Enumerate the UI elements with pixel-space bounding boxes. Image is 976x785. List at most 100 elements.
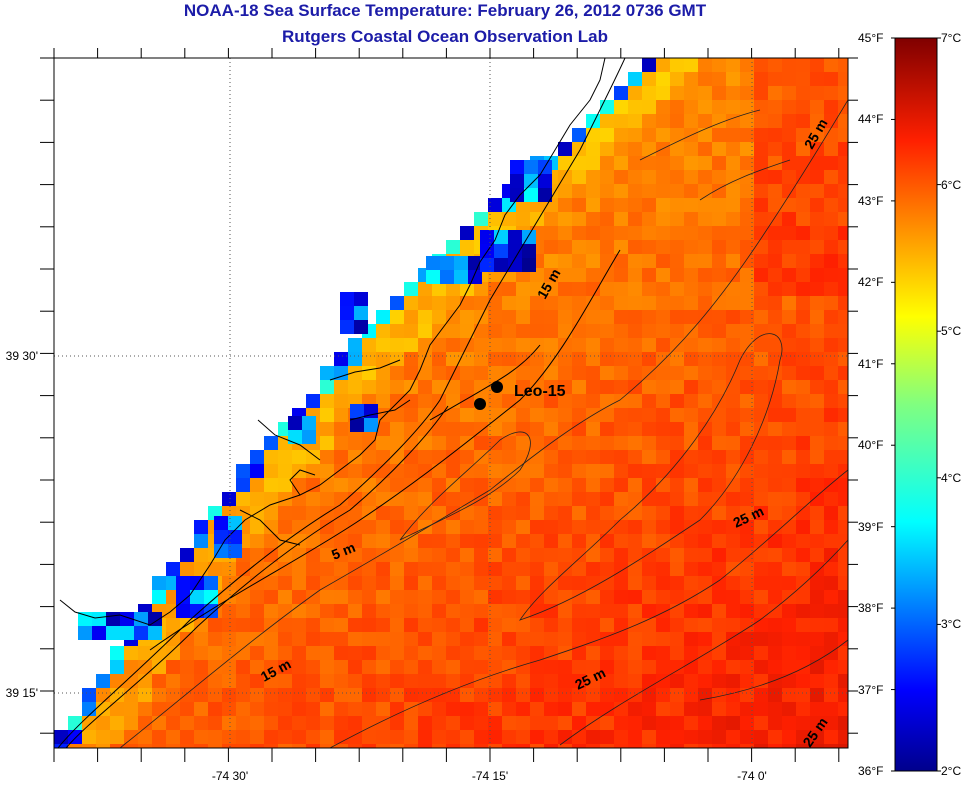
sst-pixel [278,646,292,660]
sst-pixel [586,688,600,702]
sst-pixel [782,366,796,380]
sst-pixel [810,226,824,240]
sst-pixel [488,450,502,464]
sst-pixel [502,212,516,226]
sst-pixel [432,576,446,590]
sst-pixel [698,380,712,394]
sst-pixel [222,716,236,730]
sst-pixel [712,604,726,618]
sst-pixel [628,464,642,478]
sst-pixel [530,352,544,366]
sst-pixel [754,296,768,310]
sst-pixel [446,282,460,296]
sst-pixel [488,324,502,338]
sst-pixel [726,744,740,748]
sst-pixel [838,604,848,618]
sst-pixel [642,324,656,338]
sst-pixel [600,310,614,324]
coastline [57,58,626,748]
sst-pixel [250,450,264,464]
sst-pixel [670,604,684,618]
sst-pixel [614,114,628,128]
sst-pixel [446,702,460,716]
sst-pixel [544,646,558,660]
sst-pixel [264,688,278,702]
sst-pixel [530,324,544,338]
sst-pixel [698,296,712,310]
sst-pixel [390,730,404,744]
sst-pixel [510,160,524,174]
sst-pixel [362,632,376,646]
sst-pixel [670,520,684,534]
sst-pixel [474,282,488,296]
leo15-station: Leo-15 [474,381,566,410]
sst-pixel [656,576,670,590]
sst-pixel [376,688,390,702]
sst-pixel [110,660,124,674]
sst-pixel [250,646,264,660]
sst-pixel [516,534,530,548]
sst-pixel [782,562,796,576]
sst-pixel [586,506,600,520]
sst-pixel [508,244,522,258]
sst-pixel [754,436,768,450]
sst-pixel [782,212,796,226]
sst-pixel [740,660,754,674]
sst-pixel [222,688,236,702]
sst-pixel [278,674,292,688]
sst-pixel [320,450,334,464]
sst-pixel [516,282,530,296]
sst-pixel [796,674,810,688]
sst-pixel [264,464,278,478]
sst-pixel [698,100,712,114]
sst-pixel [614,142,628,156]
sst-pixel [698,464,712,478]
sst-pixel [544,226,558,240]
sst-pixel [838,492,848,506]
sst-pixel [810,268,824,282]
sst-pixel [110,744,124,748]
sst-pixel [614,408,628,422]
sst-pixel [726,408,740,422]
lon-label: -74 0' [737,769,767,783]
sst-pixel [288,416,302,430]
sst-pixel [628,254,642,268]
sst-pixel [460,478,474,492]
sst-pixel [628,352,642,366]
sst-pixel [782,604,796,618]
sst-pixel [418,478,432,492]
sst-pixel [712,100,726,114]
sst-pixel [600,534,614,548]
sst-pixel [82,702,96,716]
sst-pixel [82,716,96,730]
sst-pixel [656,492,670,506]
sst-pixel [670,744,684,748]
sst-pixel [656,86,670,100]
sst-pixel [558,492,572,506]
sst-pixel [572,240,586,254]
sst-pixel [796,590,810,604]
sst-pixel [474,506,488,520]
sst-pixel [824,324,838,338]
sst-pixel [600,660,614,674]
sst-pixel [684,716,698,730]
sst-pixel [446,324,460,338]
sst-pixel [656,338,670,352]
sst-pixel [740,212,754,226]
sst-pixel [768,254,782,268]
sst-pixel [838,506,848,520]
sst-pixel [796,478,810,492]
sst-pixel [530,422,544,436]
sst-pixel [768,422,782,436]
sst-pixel [110,674,124,688]
sst-pixel [670,72,684,86]
sst-pixel [348,352,362,366]
sst-pixel [754,156,768,170]
sst-pixel [642,58,656,72]
sst-pixel [824,548,838,562]
sst-pixel [236,562,250,576]
sst-pixel [376,338,390,352]
colorbar [894,37,938,772]
sst-pixel [614,450,628,464]
sst-pixel [726,352,740,366]
